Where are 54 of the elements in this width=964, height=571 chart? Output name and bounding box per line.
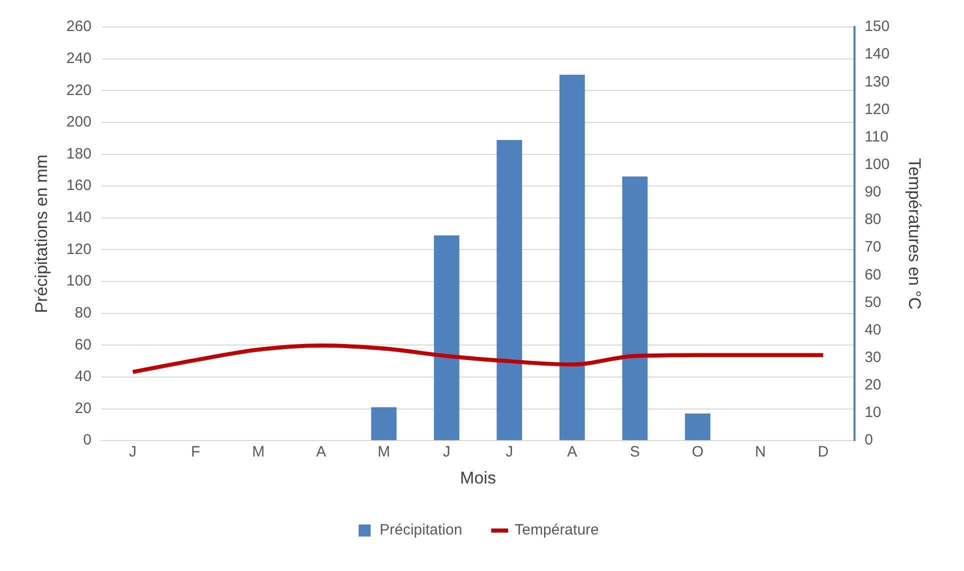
y2-tick-label: 70 [864,238,882,256]
x-tick-label: A [567,444,578,461]
x-tick-label: S [630,444,640,461]
y-tick-label: 120 [66,240,92,258]
x-axis-title: Mois [460,468,496,488]
y-tick-label: 80 [74,304,92,322]
y2-tick-label: 80 [864,211,882,228]
y2-tick-label: 20 [864,376,882,394]
y2-tick-label: 50 [864,294,882,311]
legend-label: Température [514,522,599,539]
x-tick-label: M [252,444,265,461]
y2-tick-label: 110 [864,128,888,146]
y2-tick-label: 10 [864,404,882,422]
y-tick-label: 100 [66,272,92,290]
bar [559,74,585,440]
x-tick-label: N [755,444,766,461]
x-tick-label: J [129,444,137,461]
bar [622,176,648,440]
y2-tick-label: 60 [864,266,882,284]
y2-tick-label: 30 [864,349,882,366]
x-tick-label: D [818,444,829,461]
y-tick-label: 0 [83,432,92,449]
y-tick-label: 240 [66,50,92,67]
y-tick-label: 160 [66,177,92,194]
y2-tick-label: 90 [864,184,882,201]
x-tick-label: M [378,444,390,461]
y2-tick-label: 0 [864,432,873,449]
y2-axis-title: Températures en °C [905,158,924,310]
y2-tick-label: 150 [864,18,890,36]
y-axis-title: Précipitations en mm [32,154,51,314]
y2-tick-label: 100 [864,156,890,174]
y2-tick-label: 130 [864,73,890,90]
x-tick-label: A [316,444,326,461]
bar [496,140,522,440]
y-tick-label: 60 [74,336,92,354]
line-series [130,343,826,374]
y-tick-label: 40 [74,368,92,386]
y2-tick-label: 140 [864,46,890,63]
y2-tick-label: 120 [864,100,890,118]
y-tick-label: 140 [66,209,92,226]
bar [684,414,710,440]
bar [434,235,460,440]
y-tick-label: 220 [66,82,92,99]
y-tick-label: 200 [66,114,92,131]
bar [371,407,397,440]
y2-tick-label: 40 [864,321,882,338]
y-tick-label: 20 [74,400,92,417]
x-tick-label: J [442,444,450,461]
y-tick-label: 180 [66,145,92,162]
x-tick-label: O [692,444,704,461]
y-tick-label: 260 [66,18,92,36]
legend-label: Précipitation [380,522,462,539]
x-tick-label: F [190,444,200,461]
x-tick-label: J [506,444,514,461]
